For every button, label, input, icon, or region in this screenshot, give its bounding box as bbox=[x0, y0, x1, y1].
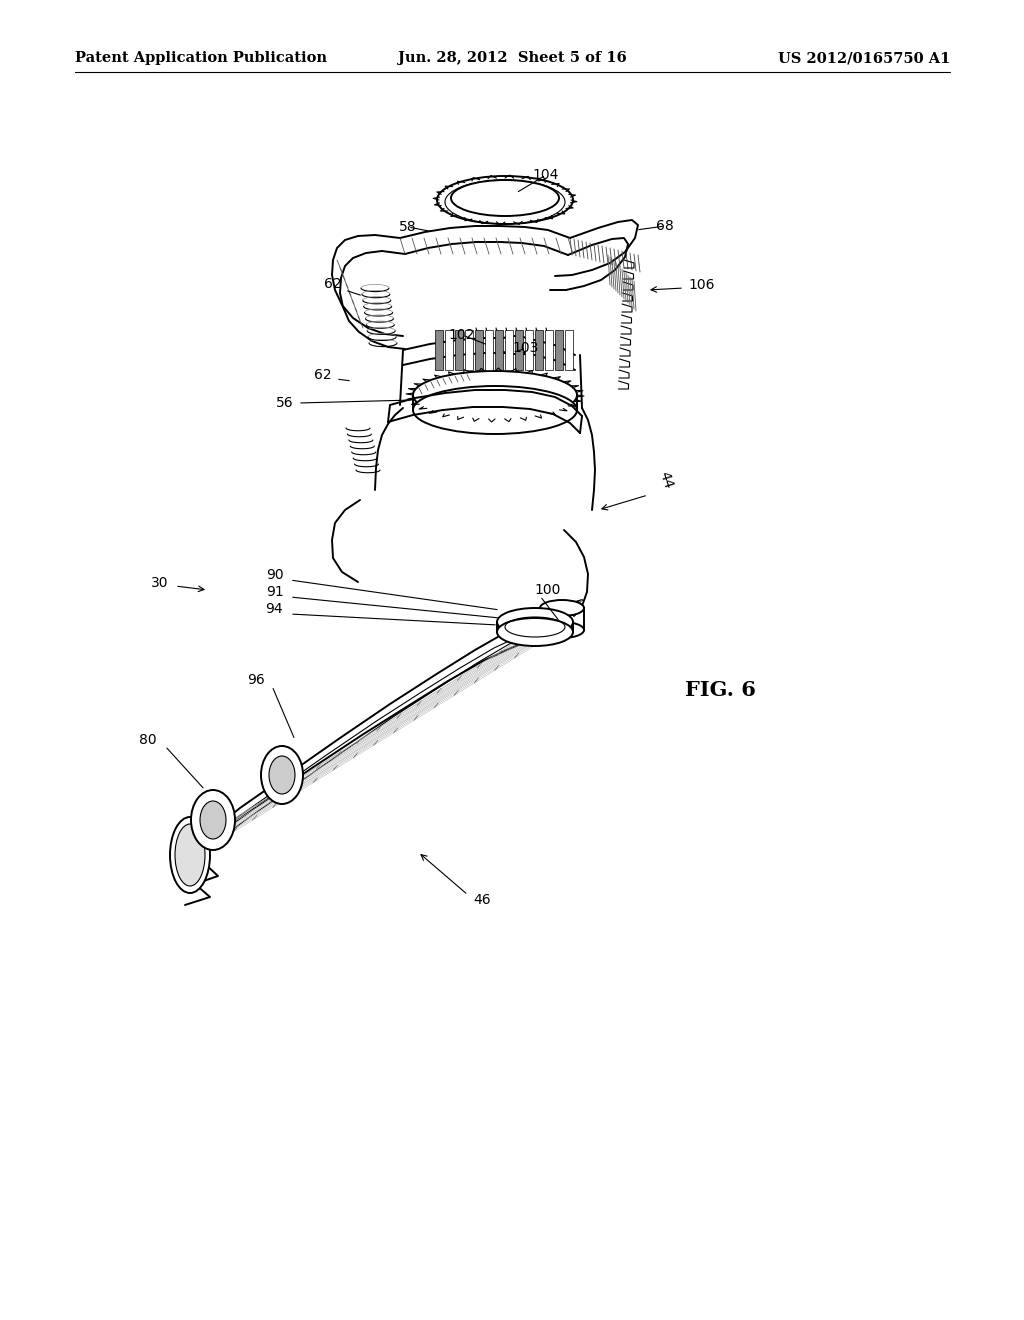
Ellipse shape bbox=[200, 801, 226, 840]
Text: 96: 96 bbox=[247, 673, 265, 686]
Ellipse shape bbox=[191, 789, 234, 850]
Text: 56: 56 bbox=[276, 396, 294, 411]
Text: Jun. 28, 2012  Sheet 5 of 16: Jun. 28, 2012 Sheet 5 of 16 bbox=[397, 51, 627, 65]
Polygon shape bbox=[525, 330, 534, 370]
Text: 94: 94 bbox=[265, 602, 283, 616]
Ellipse shape bbox=[437, 176, 573, 224]
Ellipse shape bbox=[451, 180, 559, 216]
Polygon shape bbox=[555, 330, 563, 370]
Ellipse shape bbox=[413, 385, 577, 434]
Text: 106: 106 bbox=[688, 279, 715, 292]
Polygon shape bbox=[515, 330, 523, 370]
Ellipse shape bbox=[170, 817, 210, 894]
Polygon shape bbox=[535, 330, 543, 370]
Ellipse shape bbox=[175, 824, 205, 886]
Text: 91: 91 bbox=[266, 585, 284, 599]
Ellipse shape bbox=[269, 756, 295, 795]
Ellipse shape bbox=[413, 371, 577, 418]
Polygon shape bbox=[505, 330, 513, 370]
Text: US 2012/0165750 A1: US 2012/0165750 A1 bbox=[777, 51, 950, 65]
Text: 90: 90 bbox=[266, 568, 284, 582]
Polygon shape bbox=[565, 330, 573, 370]
Text: 103: 103 bbox=[513, 341, 540, 355]
Text: 46: 46 bbox=[473, 894, 490, 907]
Ellipse shape bbox=[497, 337, 534, 354]
Text: FIG. 6: FIG. 6 bbox=[685, 680, 756, 700]
Text: 62: 62 bbox=[325, 277, 342, 290]
Ellipse shape bbox=[497, 618, 573, 645]
Text: 80: 80 bbox=[139, 733, 157, 747]
Ellipse shape bbox=[261, 746, 303, 804]
Text: 68: 68 bbox=[656, 219, 674, 234]
Text: 58: 58 bbox=[399, 220, 417, 234]
Polygon shape bbox=[545, 330, 553, 370]
Text: 62: 62 bbox=[314, 368, 332, 381]
Text: 102: 102 bbox=[449, 327, 475, 342]
Polygon shape bbox=[465, 330, 473, 370]
Text: Patent Application Publication: Patent Application Publication bbox=[75, 51, 327, 65]
Polygon shape bbox=[455, 330, 463, 370]
Text: 44: 44 bbox=[656, 470, 675, 491]
Text: 104: 104 bbox=[532, 168, 559, 182]
Polygon shape bbox=[435, 330, 443, 370]
Ellipse shape bbox=[540, 622, 584, 638]
Ellipse shape bbox=[497, 609, 573, 636]
Polygon shape bbox=[485, 330, 493, 370]
Ellipse shape bbox=[540, 601, 584, 616]
Text: 30: 30 bbox=[151, 576, 168, 590]
Polygon shape bbox=[445, 330, 453, 370]
Polygon shape bbox=[495, 330, 503, 370]
Text: 100: 100 bbox=[534, 583, 560, 597]
Polygon shape bbox=[475, 330, 483, 370]
